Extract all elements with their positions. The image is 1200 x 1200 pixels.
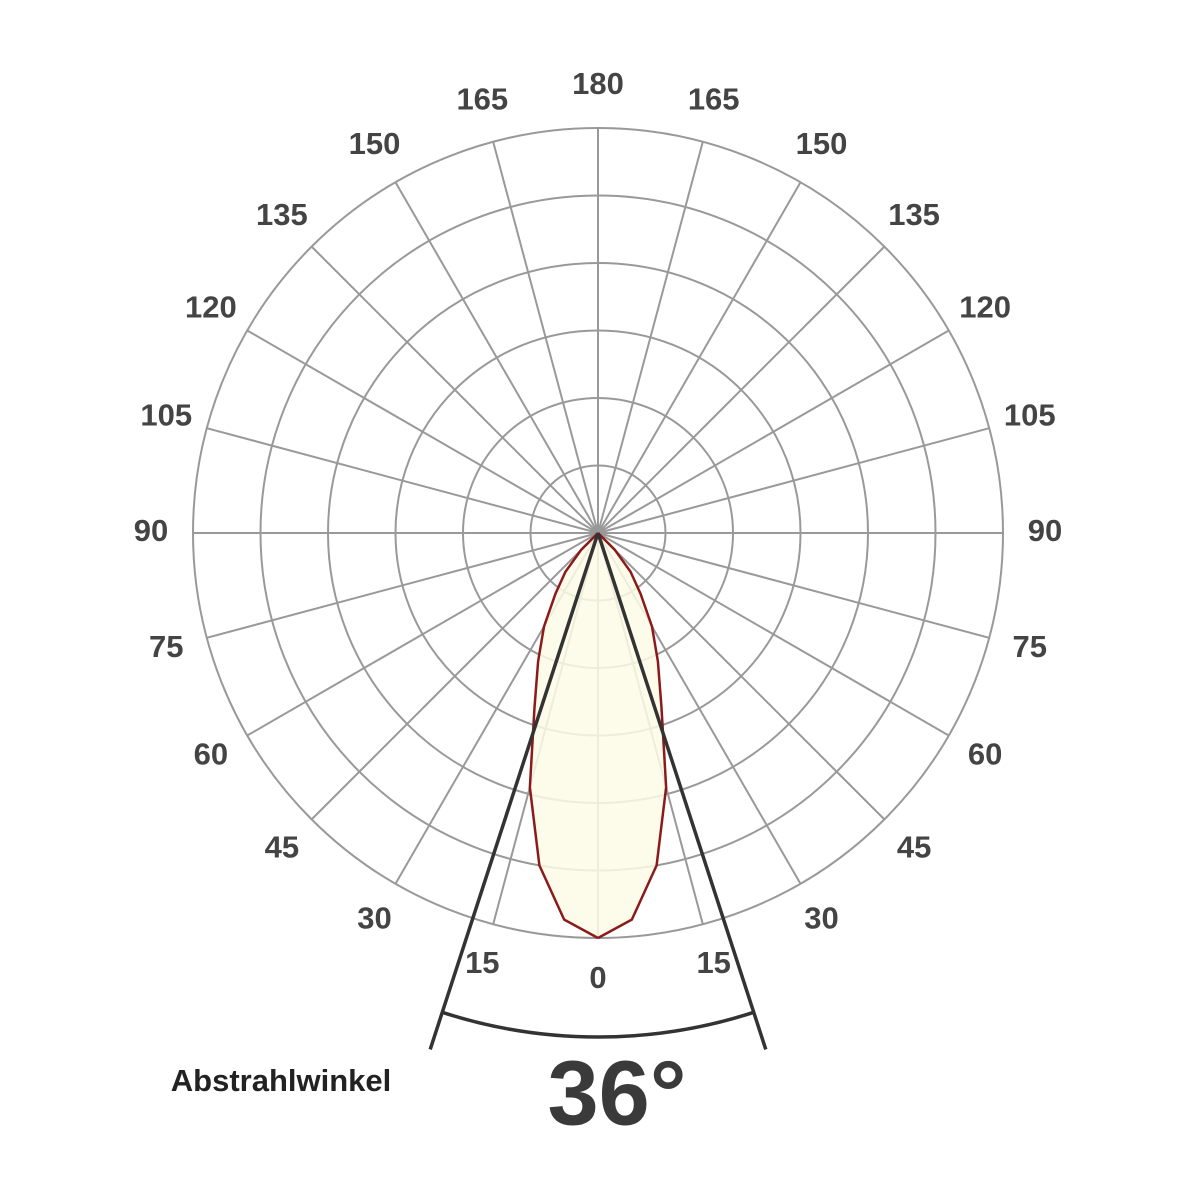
angle-tick-label: 165 [688, 81, 740, 116]
grid-spoke [394, 181, 599, 534]
angle-tick-label: 135 [888, 197, 940, 232]
grid-spoke [206, 427, 599, 534]
angle-tick-label: 165 [456, 81, 508, 116]
angle-tick-label: 120 [185, 290, 237, 325]
grid-spoke [597, 532, 950, 737]
grid-spoke [597, 532, 886, 821]
angle-tick-label: 75 [1013, 629, 1047, 664]
angle-tick-label: 105 [1004, 397, 1056, 432]
angle-tick-label: 15 [696, 945, 730, 980]
grid-spoke [597, 141, 704, 534]
grid-spoke [597, 245, 886, 534]
angle-tick-label: 90 [1028, 513, 1062, 548]
grid-spoke [246, 532, 599, 737]
angle-tick-label: 0 [589, 960, 606, 995]
beam-label: Abstrahlwinkel [171, 1063, 392, 1098]
grid-spoke [310, 532, 599, 821]
grid-spoke [492, 141, 599, 534]
angle-tick-label: 105 [140, 397, 192, 432]
beam-arc [441, 1010, 755, 1039]
angle-tick-label: 150 [796, 126, 848, 161]
beam-line [596, 532, 768, 1050]
angle-tick-label: 30 [357, 900, 391, 935]
grid-spoke [206, 532, 599, 639]
angle-tick-label: 30 [804, 900, 838, 935]
intensity-curve [597, 532, 668, 940]
angle-tick-label: 45 [897, 829, 931, 864]
grid-spoke [597, 427, 990, 534]
angle-tick-label: 75 [149, 629, 183, 664]
beam-angle-value: 36° [547, 1042, 686, 1144]
angle-tick-label: 150 [349, 126, 401, 161]
angle-tick-label: 90 [134, 513, 168, 548]
grid-spoke [597, 329, 950, 534]
angle-tick-label: 15 [465, 945, 499, 980]
angle-tick-label: 135 [256, 197, 308, 232]
grid-spoke [597, 181, 802, 534]
grid-spoke [310, 245, 599, 534]
angle-tick-label: 60 [968, 737, 1002, 772]
grid-spoke [597, 532, 990, 639]
grid-spoke [246, 329, 599, 534]
angle-tick-label: 120 [959, 290, 1011, 325]
intensity-curve [528, 532, 599, 940]
angle-tick-label: 180 [572, 66, 624, 101]
angle-tick-label: 45 [265, 829, 299, 864]
beam-line [428, 532, 600, 1050]
angle-tick-label: 60 [194, 737, 228, 772]
